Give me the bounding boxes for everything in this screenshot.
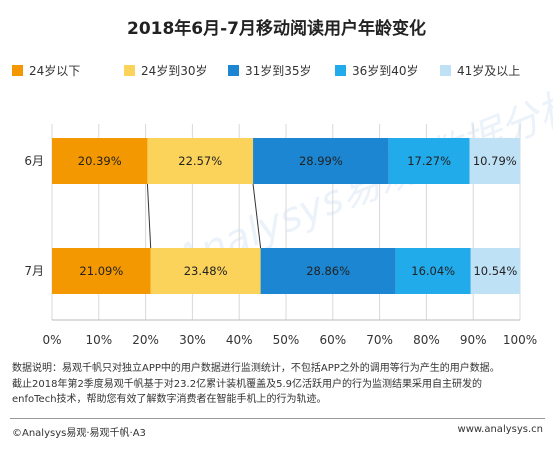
bar-segment <box>388 138 470 184</box>
x-tick-label: 30% <box>179 333 206 347</box>
bar-segment <box>469 138 521 184</box>
data-label: 28.86% <box>306 264 350 278</box>
chart-legend: 24岁以下 24岁到30岁 31岁到35岁 36岁到40岁 41岁及以上 <box>12 60 547 80</box>
legend-swatch <box>12 64 23 76</box>
x-tick-label: 100% <box>503 333 537 347</box>
category-label: 7月 <box>24 264 44 278</box>
bar-segment <box>147 138 254 184</box>
legend-swatch <box>228 64 239 76</box>
legend-label: 24岁到30岁 <box>141 63 208 78</box>
footer-copyright: ©Analysys易观·易观千帆·A3 <box>12 428 146 439</box>
data-label: 23.48% <box>184 264 228 278</box>
x-tick-label: 0% <box>42 333 61 347</box>
bar-segment <box>150 248 261 294</box>
data-notes: 数据说明：易观千帆只对独立APP中的用户数据进行监测统计，不包括APP之外的调用… <box>12 361 547 408</box>
data-label: 17.27% <box>407 154 451 168</box>
x-tick-label: 70% <box>366 333 393 347</box>
data-label: 10.54% <box>473 264 517 278</box>
bar-segment <box>395 248 471 294</box>
x-tick-label: 80% <box>413 333 440 347</box>
bar-segment <box>52 248 151 294</box>
legend-item-41-plus: 41岁及以上 <box>440 60 520 80</box>
legend-swatch <box>440 64 451 76</box>
legend-item-under-24: 24岁以下 <box>12 60 80 80</box>
x-tick-label: 60% <box>319 333 346 347</box>
legend-label: 31岁到35岁 <box>245 63 312 78</box>
legend-item-31-to-35: 31岁到35岁 <box>228 60 312 80</box>
legend-swatch <box>124 64 135 76</box>
legend-item-24-to-30: 24岁到30岁 <box>124 60 208 80</box>
x-tick-label: 90% <box>460 333 487 347</box>
note-line: 截止2018年第2季度易观千帆基于对23.2亿累计装机覆盖及5.9亿活跃用户的行… <box>12 378 482 390</box>
x-tick-label: 50% <box>273 333 300 347</box>
data-label: 21.09% <box>79 264 123 278</box>
stacked-bar-chart: 0% 10% 20% 30% 40% 50% 60% 70% 80% 90% 100% 6月 20.39… <box>24 124 537 347</box>
footer-website-link[interactable]: www.analysys.cn <box>457 424 543 435</box>
connector-line <box>252 183 262 249</box>
data-label: 16.04% <box>411 264 455 278</box>
bar-segment <box>260 248 396 294</box>
legend-label: 36岁到40岁 <box>352 63 419 78</box>
data-label: 28.99% <box>299 154 343 168</box>
bar-segment <box>253 138 389 184</box>
bar-segment <box>52 138 148 184</box>
x-tick-label: 10% <box>85 333 112 347</box>
bar-segment <box>470 248 521 294</box>
legend-item-36-to-40: 36岁到40岁 <box>335 60 419 80</box>
data-label: 20.39% <box>78 154 122 168</box>
data-label: 10.79% <box>473 154 517 168</box>
category-label: 6月 <box>24 154 44 168</box>
connector-line <box>146 183 152 249</box>
note-line: 数据说明：易观千帆只对独立APP中的用户数据进行监测统计，不包括APP之外的调用… <box>12 363 500 374</box>
data-label: 22.57% <box>178 154 222 168</box>
x-tick-label: 20% <box>132 333 159 347</box>
legend-swatch <box>335 64 346 76</box>
chart-title: 2018年6月-7月移动阅读用户年龄变化 <box>126 19 427 39</box>
legend-label: 24岁以下 <box>29 63 81 78</box>
footer-divider <box>10 418 545 419</box>
note-line: enfoTech技术，帮助您有效了解数字消费者在智能手机上的行为轨迹。 <box>12 394 327 405</box>
legend-label: 41岁及以上 <box>457 63 521 78</box>
x-tick-label: 40% <box>226 333 253 347</box>
